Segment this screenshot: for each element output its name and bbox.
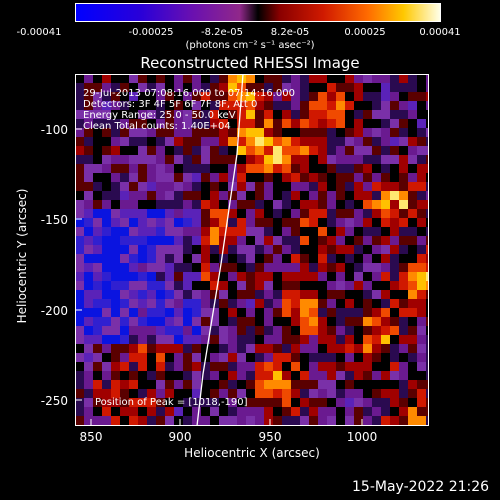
plot-title: Reconstructed RHESSI Image [140,54,360,72]
y-tick-label: -150 [40,213,68,227]
limb-line [196,74,244,426]
colorbar-tick: 0.00025 [344,27,386,38]
x-tick-label: 950 [258,430,282,444]
peak-position-label: Position of Peak = [1018,-190] [95,397,248,408]
y-tick-label: -200 [40,304,68,318]
y-tick-label: -100 [40,123,68,137]
colorbar [75,3,441,22]
timestamp: 15-May-2022 21:26 [352,479,490,495]
axes-frame [75,74,429,426]
info-line-detectors: Detectors: 3F 4F 5F 6F 7F 8F, Att 0 [83,99,258,110]
colorbar-tick: -0.00041 [16,27,62,38]
x-tick-label: 850 [79,430,103,444]
colorbar-units: (photons cm⁻² s⁻¹ asec⁻²) [185,40,315,51]
colorbar-tick: -0.00025 [128,27,174,38]
colorbar-tick: 0.00041 [419,27,461,38]
colorbar-tick: -8.2e-05 [201,27,243,38]
colorbar-tick: 8.2e-05 [270,27,310,38]
y-axis-label: Heliocentric Y (arcsec) [15,188,29,324]
info-line-time: 29-Jul-2013 07:08:16.000 to 07:14:16.000 [83,88,295,99]
info-line-energy: Energy Range: 25.0 - 50.0 keV [83,110,236,121]
info-line-counts: Clean Total counts: 1.40E+04 [83,121,231,132]
y-tick-label: -250 [40,394,68,408]
rhessi-image: 29-Jul-2013 07:08:16.000 to 07:14:16.000… [75,74,429,426]
colorbar-ticks: -0.00041 -0.00025 -8.2e-05 8.2e-05 0.000… [0,27,500,41]
x-axis-label: Heliocentric X (arcsec) [184,446,320,460]
heatmap-canvas [75,74,429,426]
x-tick-label: 900 [168,430,192,444]
x-tick-label: 1000 [346,430,378,444]
